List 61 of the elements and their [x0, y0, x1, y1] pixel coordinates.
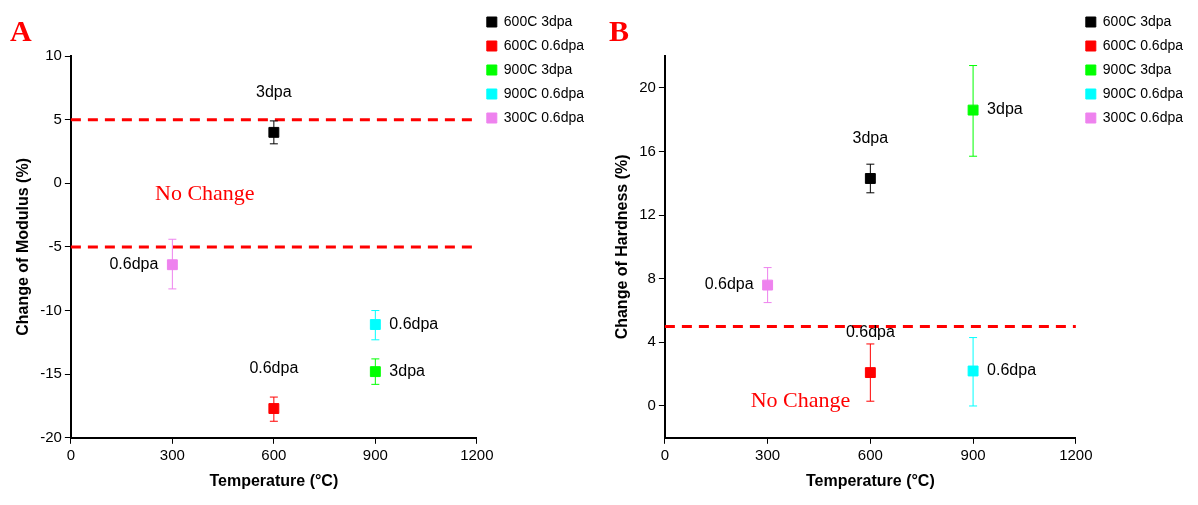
chart-title: B [609, 13, 630, 47]
x-tick-label: 900 [960, 445, 986, 463]
ref-line-label: No Change [750, 387, 851, 413]
y-tick-label: -20 [40, 427, 62, 445]
annotation: 0.6dpa [109, 255, 159, 273]
x-tick-label: 900 [362, 445, 388, 463]
point [369, 366, 381, 378]
y-tick-label: 20 [639, 77, 656, 95]
y-tick-label: 16 [639, 141, 656, 159]
annotation: 3dpa [256, 82, 292, 100]
y-tick-label: 8 [647, 268, 656, 286]
annotation: 0.6dpa [987, 361, 1037, 379]
x-tick-label: 0 [660, 445, 670, 463]
y-tick-label: 0 [647, 396, 656, 414]
y-tick-label: 0 [53, 173, 62, 191]
annotation: 3dpa [389, 362, 426, 380]
x-tick-label: 600 [857, 445, 883, 463]
point [864, 367, 876, 379]
y-tick-label: -10 [40, 300, 62, 318]
legend-label: 600C 3dpa [1102, 12, 1172, 29]
y-axis-title: Change of Hardness (%) [613, 154, 631, 340]
x-tick-label: 1200 [1059, 445, 1093, 463]
ref-line-label: No Change [155, 180, 255, 206]
x-axis-title: Temperature (°C) [805, 471, 935, 489]
legend-label: 900C 0.6dpa [503, 84, 585, 101]
legend-label: 600C 0.6dpa [1102, 36, 1184, 53]
y-tick-label: -5 [48, 237, 62, 255]
point [166, 259, 178, 271]
point [967, 365, 979, 377]
x-tick-label: 0 [66, 445, 76, 463]
point [369, 319, 381, 330]
x-tick-label: 300 [755, 445, 781, 463]
y-tick-label: 10 [45, 46, 62, 64]
legend-label: 600C 0.6dpa [503, 36, 585, 53]
annotation: 0.6dpa [249, 358, 299, 376]
annotation: 0.6dpa [845, 322, 895, 340]
annotation: 3dpa [852, 128, 889, 146]
legend-label: 900C 0.6dpa [1102, 84, 1184, 101]
x-tick-label: 1200 [460, 445, 494, 463]
x-axis-title: Temperature (°C) [209, 471, 339, 489]
legend-label: 900C 3dpa [1102, 60, 1172, 77]
annotation: 0.6dpa [704, 275, 754, 293]
y-tick-label: -15 [40, 364, 62, 382]
y-tick-label: 5 [53, 109, 62, 127]
annotation: 0.6dpa [389, 314, 439, 332]
point [967, 104, 979, 116]
legend-label: 300C 0.6dpa [1102, 108, 1184, 125]
chart-title: A [10, 13, 32, 47]
y-tick-label: 4 [647, 332, 656, 350]
point [268, 403, 280, 414]
x-tick-label: 600 [261, 445, 287, 463]
point [762, 279, 774, 291]
point [268, 126, 280, 138]
legend-label: 300C 0.6dpa [503, 108, 585, 125]
annotation: 3dpa [987, 100, 1023, 118]
y-tick-label: 12 [639, 205, 656, 223]
x-tick-label: 300 [159, 445, 185, 463]
point [864, 173, 876, 184]
legend-label: 900C 3dpa [503, 60, 573, 77]
y-axis-title: Change of Modulus (%) [14, 158, 32, 336]
legend-label: 600C 3dpa [503, 12, 573, 29]
